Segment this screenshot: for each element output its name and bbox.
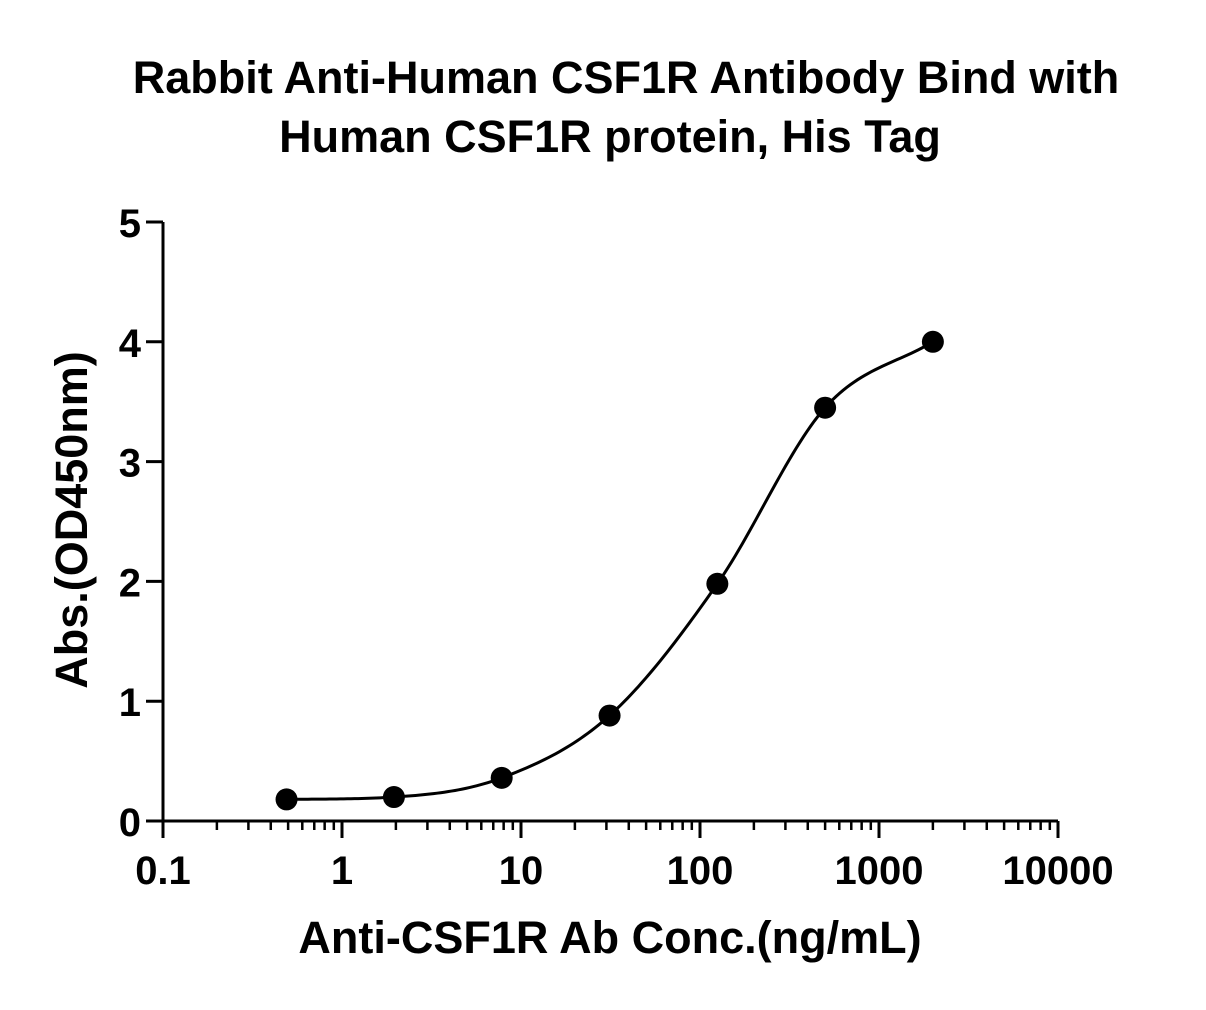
- data-point: [490, 766, 513, 789]
- x-tick-label: 1000: [835, 849, 924, 893]
- y-tick-label: 4: [119, 322, 142, 366]
- axes: 0 1 2 3 4 5 0.1 1 10 100 1000 10000: [119, 202, 1114, 893]
- fit-curve: [286, 340, 934, 801]
- y-tick-label: 3: [119, 442, 141, 486]
- x-axis-label: Anti-CSF1R Ab Conc.(ng/mL): [298, 912, 921, 963]
- y-tick-label: 5: [119, 202, 141, 246]
- data-point: [706, 572, 729, 595]
- chart-title-line-2: Human CSF1R protein, His Tag: [279, 111, 941, 162]
- x-tick-label: 0.1: [135, 849, 191, 893]
- fit-curve-group: [286, 340, 934, 801]
- y-tick-label: 2: [119, 561, 141, 605]
- chart-title-line-1: Rabbit Anti-Human CSF1R Antibody Bind wi…: [133, 52, 1120, 103]
- x-tick-label: 100: [667, 849, 734, 893]
- x-tick-label: 1: [331, 849, 353, 893]
- data-point: [275, 788, 298, 811]
- y-tick-label: 1: [119, 681, 141, 725]
- data-point: [921, 330, 944, 353]
- x-tick-label: 10: [499, 849, 544, 893]
- x-tick-label: 10000: [1002, 849, 1113, 893]
- data-point: [814, 396, 837, 419]
- y-axis-label: Abs.(OD450nm): [46, 351, 97, 689]
- data-point: [382, 786, 405, 809]
- data-points: [275, 330, 944, 811]
- y-tick-label: 0: [119, 801, 141, 845]
- data-point: [598, 704, 621, 727]
